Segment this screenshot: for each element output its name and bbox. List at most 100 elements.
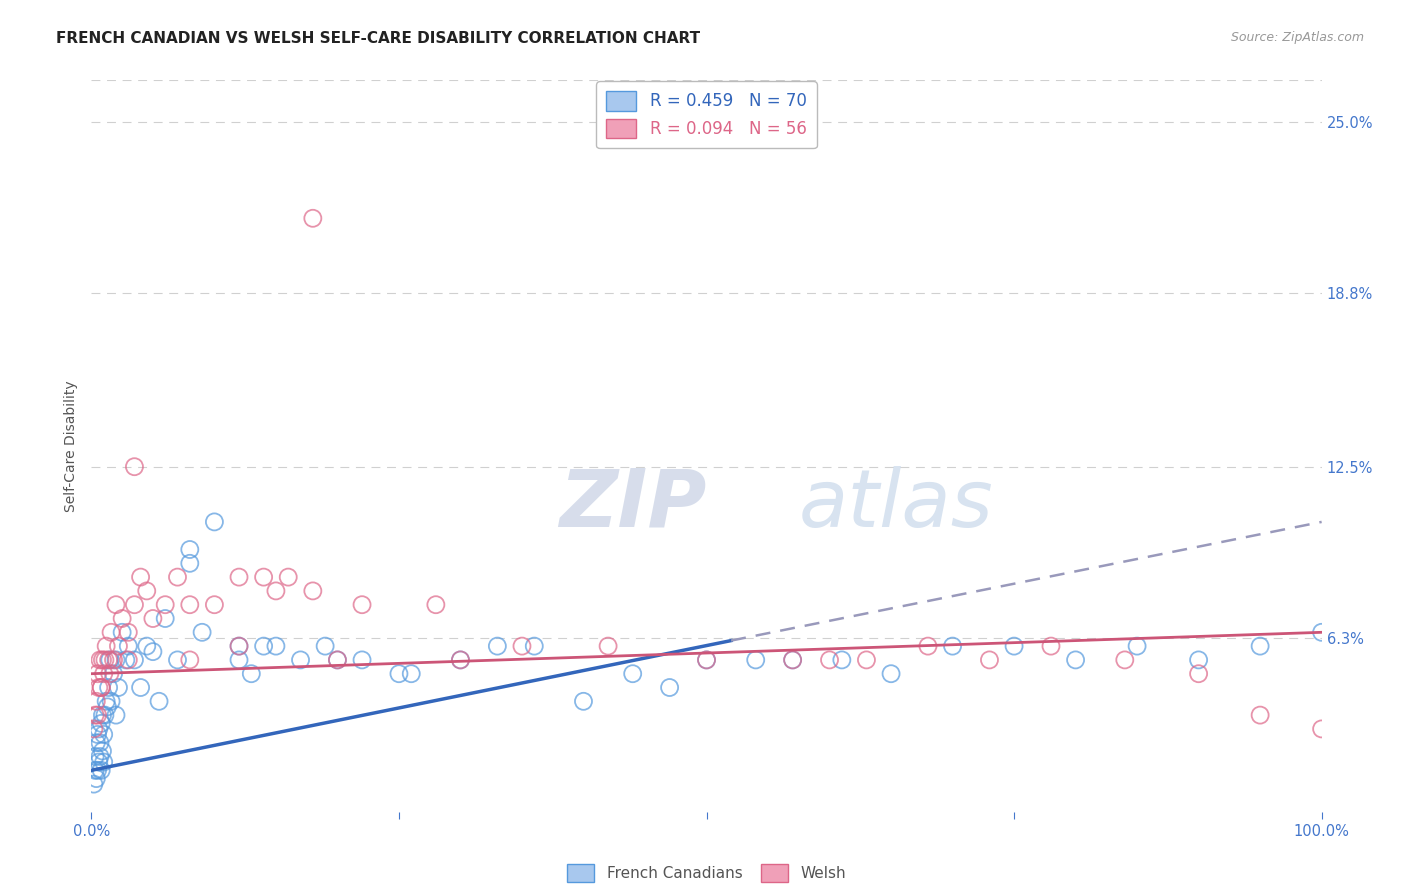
Point — [228, 639, 250, 653]
Text: FRENCH CANADIAN VS WELSH SELF-CARE DISABILITY CORRELATION CHART: FRENCH CANADIAN VS WELSH SELF-CARE DISAB… — [56, 31, 700, 46]
Point — [253, 639, 276, 653]
Point — [86, 727, 108, 741]
Text: Source: ZipAtlas.com: Source: ZipAtlas.com — [1230, 31, 1364, 45]
Point — [917, 639, 939, 653]
Point — [202, 598, 225, 612]
Point — [129, 570, 152, 584]
Point — [87, 681, 110, 695]
Point — [572, 694, 595, 708]
Point — [91, 653, 114, 667]
Point — [83, 777, 105, 791]
Point — [855, 653, 877, 667]
Point — [84, 708, 107, 723]
Point — [745, 653, 768, 667]
Point — [264, 583, 287, 598]
Point — [86, 736, 108, 750]
Point — [301, 211, 323, 226]
Point — [84, 764, 107, 778]
Point — [86, 666, 108, 681]
Point — [135, 639, 157, 653]
Point — [97, 681, 120, 695]
Point — [87, 755, 110, 769]
Point — [1064, 653, 1087, 667]
Point — [831, 653, 853, 667]
Point — [425, 598, 447, 612]
Point — [135, 583, 157, 598]
Point — [117, 653, 139, 667]
Point — [782, 653, 804, 667]
Point — [98, 653, 121, 667]
Point — [1126, 639, 1149, 653]
Point — [89, 653, 111, 667]
Point — [596, 639, 619, 653]
Point — [202, 515, 225, 529]
Point — [83, 722, 105, 736]
Point — [90, 716, 112, 731]
Point — [782, 653, 804, 667]
Point — [179, 598, 201, 612]
Point — [510, 639, 533, 653]
Point — [941, 639, 963, 653]
Point — [142, 611, 165, 625]
Point — [90, 681, 112, 695]
Point — [89, 749, 111, 764]
Point — [91, 708, 114, 723]
Point — [84, 749, 107, 764]
Legend: French Canadians, Welsh: French Canadians, Welsh — [561, 858, 852, 888]
Text: ZIP: ZIP — [558, 466, 706, 543]
Point — [105, 598, 127, 612]
Point — [103, 653, 125, 667]
Point — [124, 598, 146, 612]
Point — [1249, 708, 1271, 723]
Point — [111, 611, 134, 625]
Point — [449, 653, 471, 667]
Point — [93, 727, 115, 741]
Point — [1114, 653, 1136, 667]
Point — [105, 708, 127, 723]
Point — [96, 694, 117, 708]
Point — [228, 653, 250, 667]
Point — [228, 639, 250, 653]
Point — [1310, 722, 1333, 736]
Point — [153, 598, 177, 612]
Point — [314, 639, 336, 653]
Point — [1249, 639, 1271, 653]
Point — [93, 666, 115, 681]
Point — [1002, 639, 1025, 653]
Point — [352, 598, 374, 612]
Point — [107, 681, 129, 695]
Point — [523, 639, 546, 653]
Point — [107, 639, 129, 653]
Point — [87, 722, 110, 736]
Point — [91, 744, 114, 758]
Point — [103, 666, 125, 681]
Point — [1187, 666, 1209, 681]
Point — [111, 625, 134, 640]
Point — [240, 666, 263, 681]
Point — [621, 666, 644, 681]
Point — [124, 459, 146, 474]
Point — [114, 653, 138, 667]
Point — [97, 653, 120, 667]
Point — [253, 570, 276, 584]
Point — [352, 653, 374, 667]
Point — [695, 653, 717, 667]
Point — [228, 570, 250, 584]
Point — [166, 653, 188, 667]
Point — [818, 653, 841, 667]
Point — [1310, 625, 1333, 640]
Point — [100, 625, 122, 640]
Point — [89, 736, 111, 750]
Point — [486, 639, 509, 653]
Y-axis label: Self-Care Disability: Self-Care Disability — [65, 380, 79, 512]
Point — [880, 666, 903, 681]
Point — [301, 583, 323, 598]
Point — [86, 764, 108, 778]
Point — [96, 699, 118, 714]
Point — [86, 772, 108, 786]
Point — [98, 666, 121, 681]
Point — [142, 645, 165, 659]
Point — [93, 755, 115, 769]
Point — [326, 653, 349, 667]
Point — [695, 653, 717, 667]
